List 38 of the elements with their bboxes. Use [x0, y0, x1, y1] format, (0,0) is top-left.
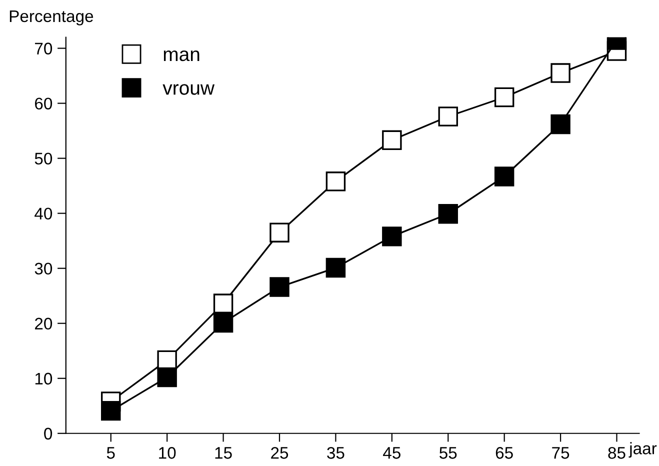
point [494, 166, 514, 186]
x-tick-label: 25 [271, 447, 288, 459]
x-tick-label: 5 [106, 447, 115, 459]
y-tick-label: 0 [44, 428, 52, 440]
point [326, 172, 346, 192]
point [101, 400, 121, 421]
point [157, 367, 177, 388]
point [270, 277, 290, 297]
x-tick-label: 65 [496, 447, 513, 459]
x-tick-label: 75 [552, 447, 570, 459]
y-tick-label: 30 [34, 262, 52, 275]
x-tick-label: 10 [159, 447, 176, 459]
point [438, 204, 458, 224]
point [494, 87, 514, 108]
x-tick-label: 55 [440, 447, 457, 459]
y-tick-label: 50 [34, 152, 52, 165]
y-tick-label: 20 [35, 318, 52, 330]
y-tick-label: 70 [35, 42, 52, 54]
x-tick-label: 35 [327, 447, 344, 459]
point [382, 226, 402, 246]
y-tick-label: 60 [35, 98, 52, 110]
point [326, 258, 346, 278]
x-axis-title: jaar [628, 442, 657, 458]
point [550, 114, 570, 134]
y-axis-title: Percentage [10, 10, 94, 26]
point [438, 106, 458, 126]
point [382, 130, 402, 150]
point [270, 222, 290, 242]
x-tick-label: 15 [215, 447, 232, 459]
y-tick-label: 40 [34, 208, 52, 220]
y-tick-label: 10 [35, 372, 52, 385]
x-tick-label: 45 [383, 447, 400, 459]
x-tick-label: 85 [608, 447, 626, 459]
point [213, 294, 234, 314]
legend-label: vrouw [162, 84, 215, 95]
legend-label: man [164, 50, 200, 62]
point [550, 63, 570, 83]
point [213, 312, 234, 333]
